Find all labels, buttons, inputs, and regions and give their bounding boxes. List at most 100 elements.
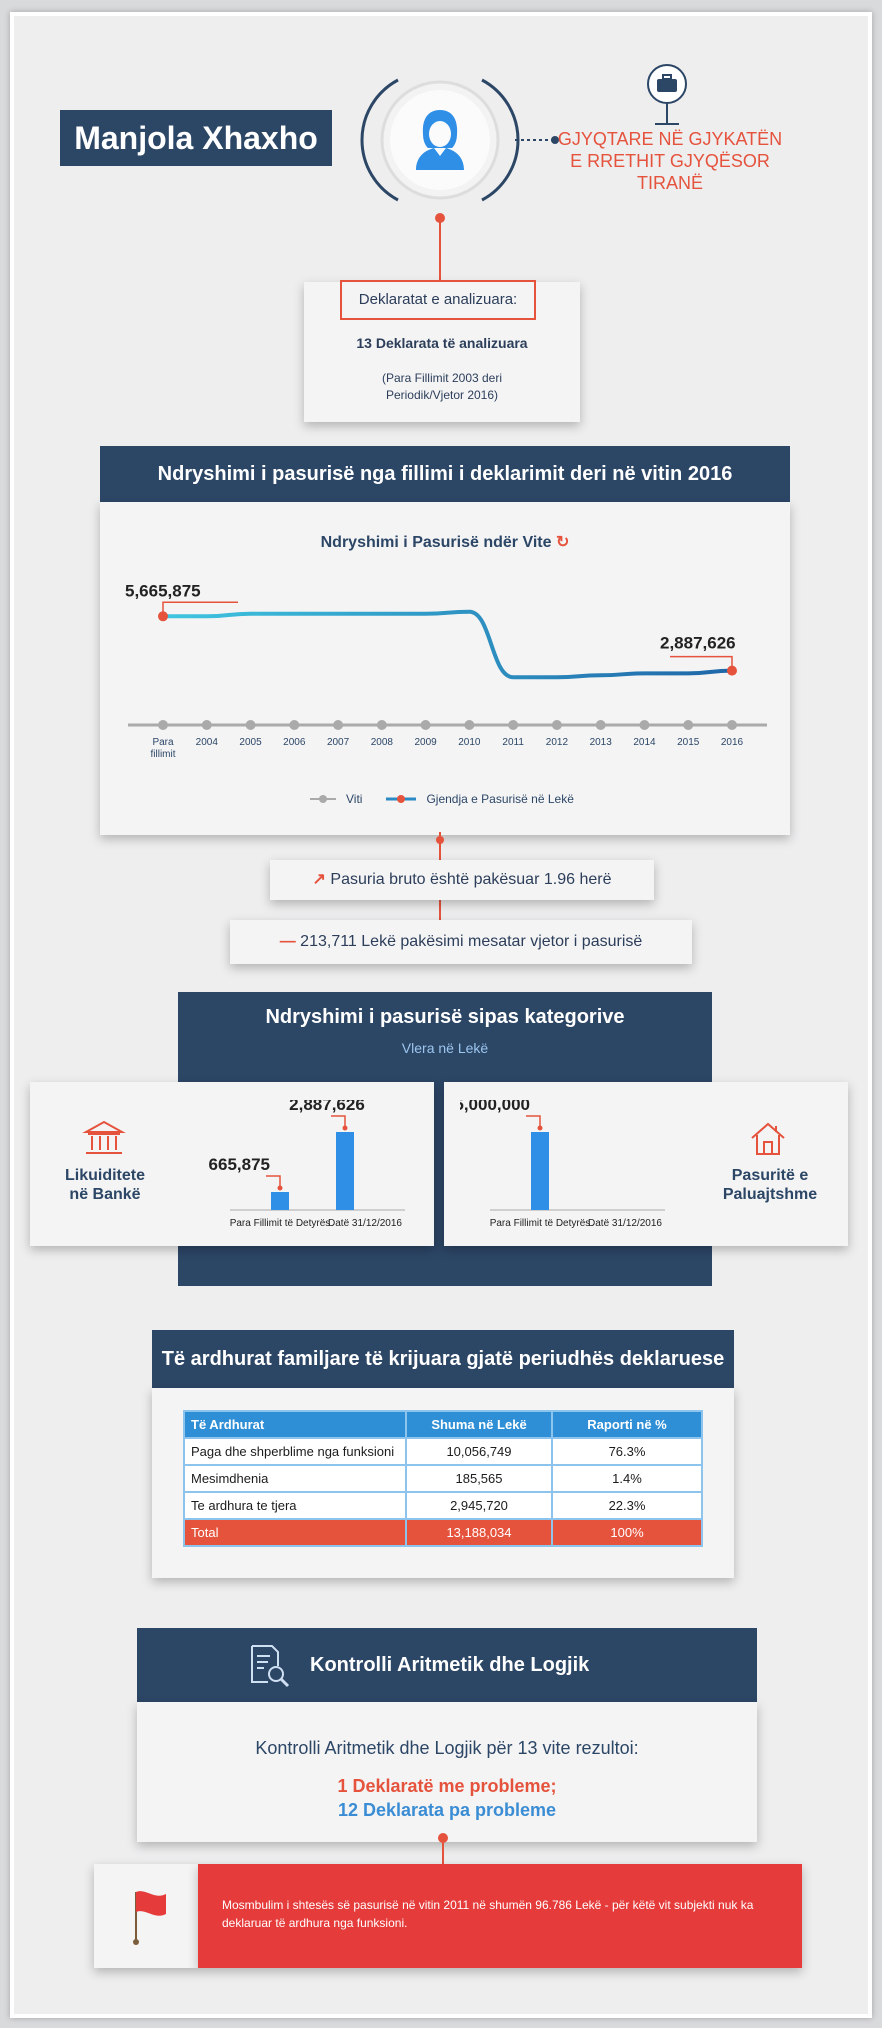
property-label: Pasuritë e Paluajtshme — [722, 1167, 818, 1203]
x-tick-label: 2015 — [677, 737, 700, 748]
cell-total-ratio: 100% — [551, 1518, 703, 1547]
cell-amount: 2,945,720 — [405, 1491, 553, 1520]
x-tick-label: 2010 — [458, 737, 481, 748]
header-amount: Shuma në Lekë — [405, 1410, 553, 1439]
connector-line — [435, 213, 445, 285]
bar — [531, 1132, 549, 1210]
income-table: Të Ardhurat Shuma në Lekë Raporti në % P… — [183, 1410, 703, 1547]
name-banner: Manjola Xhaxho — [60, 110, 332, 166]
x-tick-marker — [551, 720, 562, 730]
control-title: Kontrolli Aritmetik dhe Logjik — [310, 1654, 590, 1676]
chart-title: Ndryshimi i Pasurisë ndër Vite ↻ — [320, 534, 570, 551]
bar-value-label: 665,875 — [209, 1155, 270, 1174]
x-tick-label: 2008 — [371, 737, 394, 748]
cell-ratio: 22.3% — [551, 1491, 703, 1520]
x-tick-marker — [245, 720, 256, 730]
cell-income: Te ardhura te tjera — [183, 1491, 407, 1520]
bar-category-label: Para Fillimit të Detyrës — [490, 1218, 591, 1229]
bar-category-label: Para Fillimit të Detyrës — [230, 1218, 331, 1229]
x-tick-label: 2012 — [546, 737, 569, 748]
start-data-label: 5,665,875 — [125, 581, 201, 600]
table-row: Paga dhe shperblime nga funksioni 10,056… — [183, 1437, 703, 1466]
cell-income: Mesimdhenia — [183, 1464, 407, 1493]
bank-card — [30, 1082, 434, 1246]
cell-income: Paga dhe shperblime nga funksioni — [183, 1437, 407, 1466]
control-card — [137, 1702, 757, 1842]
x-tick-marker — [420, 720, 431, 730]
x-tick-label: 2011 — [502, 737, 524, 748]
bar-value-label: 2,887,626 — [289, 1100, 365, 1114]
header-income: Të Ardhurat — [183, 1410, 407, 1439]
x-tick-marker — [464, 720, 475, 730]
header-connector — [515, 136, 559, 144]
control-with-problems: 1 Deklaratë me probleme; — [337, 1776, 557, 1796]
legend-series-marker — [386, 795, 417, 803]
bar-label-leader — [266, 1175, 281, 1189]
bank-label: Likuiditete në Bankë — [64, 1167, 145, 1203]
bar-value-label: 5,000,000 — [460, 1100, 530, 1114]
series-line — [162, 609, 733, 680]
x-tick-marker — [376, 720, 387, 730]
minus-icon: — — [279, 933, 296, 950]
x-tick-label: 2005 — [239, 737, 262, 748]
bar — [336, 1132, 354, 1210]
declarations-label: Deklaratat e analizuara: — [340, 280, 536, 320]
header-ratio: Raporti në % — [551, 1410, 703, 1439]
x-tick-label: Para fillimit — [151, 737, 176, 760]
x-tick-label: 2014 — [633, 737, 656, 748]
x-tick-marker — [508, 720, 519, 730]
bar-label-leader — [331, 1115, 346, 1128]
table-row: Te ardhura te tjera 2,945,720 22.3% — [183, 1491, 703, 1520]
income-table-header: Të Ardhurat Shuma në Lekë Raporti në % — [183, 1410, 703, 1439]
cell-total-amount: 13,188,034 — [405, 1518, 553, 1547]
decrease-ratio-card: ↗ Pasuria bruto është pakësuar 1.96 herë — [270, 860, 654, 900]
x-tick-label: 2004 — [196, 737, 219, 748]
legend-series: Gjendja e Pasurisë në Lekë — [426, 792, 574, 806]
chart-card — [100, 502, 790, 835]
x-tick-marker — [595, 720, 606, 730]
cell-amount: 10,056,749 — [405, 1437, 553, 1466]
table-total-row: Total 13,188,034 100% — [183, 1518, 703, 1547]
x-tick-label: 2013 — [590, 737, 613, 748]
categories-subtitle: Vlera në Lekë — [401, 1040, 489, 1056]
bank-icon — [82, 1120, 126, 1154]
x-tick-label: 2006 — [283, 737, 306, 748]
cell-ratio: 76.3% — [551, 1437, 703, 1466]
cell-ratio: 1.4% — [551, 1464, 703, 1493]
flag-box — [94, 1864, 198, 1968]
flag-icon — [133, 1891, 166, 1945]
bar-category-label: Datë 31/12/2016 — [588, 1218, 662, 1229]
declarations-period: (Para Fillimit 2003 deri Periodik/Vjetor… — [381, 371, 503, 402]
wealth-change-banner: Ndryshimi i pasurisë nga fillimi i dekla… — [100, 446, 790, 502]
x-tick-label: 2009 — [414, 737, 437, 748]
x-tick-label: 2007 — [327, 737, 350, 748]
x-tick-marker — [683, 720, 694, 730]
house-icon — [751, 1122, 785, 1155]
legend-year: Viti — [346, 792, 363, 806]
briefcase-icon — [647, 64, 687, 125]
declarations-count: 13 Deklarata të analizuara — [356, 335, 528, 351]
bar-category-label: Datë 31/12/2016 — [328, 1218, 402, 1229]
x-tick-marker — [158, 720, 168, 730]
start-label-leader — [162, 601, 238, 617]
control-result-intro: Kontrolli Aritmetik dhe Logjik për 13 vi… — [255, 1738, 639, 1758]
end-label-leader — [670, 655, 733, 671]
bar-label-dot — [277, 1185, 283, 1191]
x-tick-label: 2016 — [721, 737, 744, 748]
role-title: GJYQTARE NË GJYKATËN E RRETHIT GJYQËSOR … — [557, 129, 783, 193]
x-tick-marker — [639, 720, 650, 730]
bar-label-dot — [342, 1125, 348, 1131]
wealth-line-chart: Para fillimit 2004 2005 2006 2007 2008 2009 2010… — [125, 581, 767, 760]
person-icon — [416, 110, 464, 170]
annual-decrease-card: — 213,711 Lekë pakësimi mesatar vjetor i… — [230, 920, 692, 964]
income-banner: Të ardhurat familjare të krijuara gjatë … — [152, 1330, 734, 1388]
end-data-label: 2,887,626 — [660, 634, 736, 653]
bar — [271, 1192, 289, 1210]
document-search-icon — [251, 1645, 290, 1688]
cell-amount: 185,565 — [405, 1464, 553, 1493]
legend-year-marker — [310, 795, 336, 803]
chart-legend: Viti Gjendja e Pasurisë në Lekë — [310, 792, 610, 806]
control-without-problems: 12 Deklarata pa probleme — [337, 1800, 557, 1820]
x-tick-marker — [201, 720, 212, 730]
